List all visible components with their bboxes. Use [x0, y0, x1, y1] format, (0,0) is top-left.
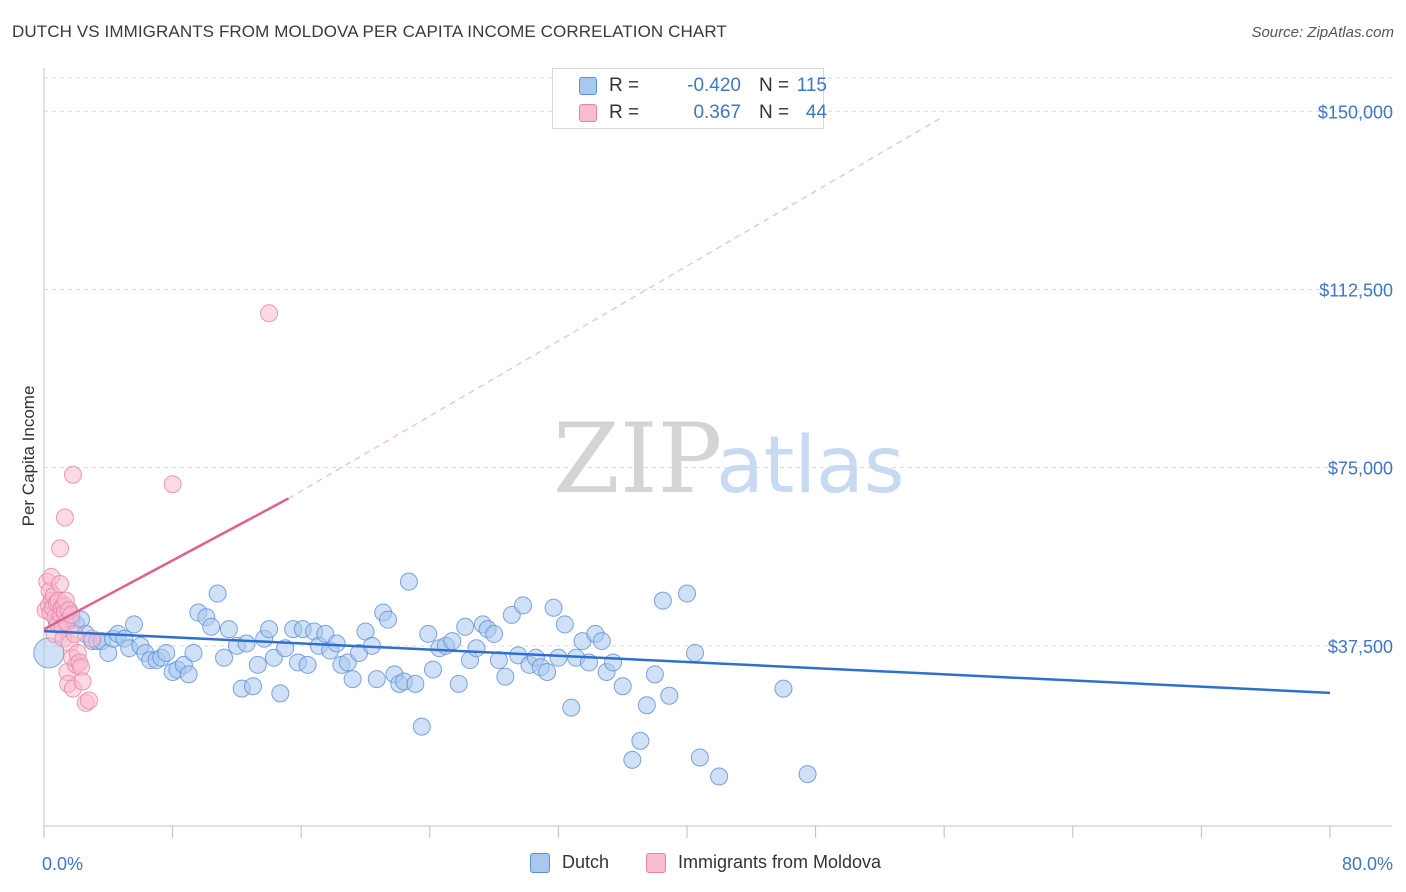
- dutch-point: [260, 620, 279, 639]
- dutch-point: [631, 731, 650, 750]
- dutch-trend-line: [43, 629, 1331, 695]
- dutch-point: [623, 750, 642, 769]
- moldova-point: [63, 465, 82, 484]
- moldova-point: [73, 672, 92, 691]
- dutch-point: [327, 634, 346, 653]
- watermark-atlas: atlas: [716, 421, 905, 511]
- moldova-r-value: 0.367: [693, 102, 741, 123]
- dutch-n-value: 115: [796, 75, 827, 96]
- moldova-trend-extension: [288, 115, 945, 500]
- r-label: R =: [609, 75, 640, 96]
- dutch-point: [271, 684, 290, 703]
- dutch-point: [710, 767, 729, 786]
- dutch-point: [660, 686, 679, 705]
- dutch-point: [686, 643, 705, 662]
- x-tick-label-max: 80.0%: [1342, 854, 1393, 874]
- moldova-point: [51, 575, 70, 594]
- moldova-n-value: 44: [805, 102, 827, 123]
- y-axis-label: Per Capita Income: [19, 386, 38, 527]
- dutch-point: [467, 639, 486, 658]
- moldova-point: [163, 475, 182, 494]
- dutch-point: [298, 655, 317, 674]
- watermark-zip: ZIP: [553, 403, 722, 515]
- trend-lines: [43, 115, 1331, 695]
- y-tick-label: $150,000: [1318, 102, 1393, 122]
- dutch-point: [208, 584, 227, 603]
- dutch-point: [202, 617, 221, 636]
- dutch-point: [248, 655, 267, 674]
- dutch-point: [798, 765, 817, 784]
- n-label: N =: [759, 102, 790, 123]
- y-tick-label: $112,500: [1319, 280, 1393, 300]
- dutch-point: [549, 648, 568, 667]
- dutch-point: [637, 696, 656, 715]
- moldova-legend-label: Immigrants from Moldova: [678, 852, 882, 872]
- dutch-point: [399, 572, 418, 591]
- axes: [43, 68, 1392, 838]
- correlation-legend: R = -0.420 N = 115 R = 0.367 N = 44: [552, 68, 827, 129]
- dutch-point: [157, 643, 176, 662]
- dutch-point: [243, 677, 262, 696]
- dutch-legend-label: Dutch: [562, 852, 610, 872]
- dutch-point: [179, 665, 198, 684]
- dutch-point: [343, 670, 362, 689]
- moldova-legend-swatch: [646, 853, 666, 873]
- dutch-point: [443, 632, 462, 651]
- grid-lines: [44, 77, 1392, 647]
- dutch-point: [613, 677, 632, 696]
- tick-labels: $37,500 $75,000 $112,500 $150,000 Per Capita…: [19, 102, 1393, 874]
- dutch-point: [538, 662, 557, 681]
- dutch-point: [424, 660, 443, 679]
- dutch-legend-swatch: [530, 853, 550, 873]
- dutch-point: [555, 615, 574, 634]
- y-tick-label: $37,500: [1328, 637, 1393, 657]
- dutch-point: [592, 632, 611, 651]
- dutch-point: [237, 634, 256, 653]
- dutch-point: [690, 748, 709, 767]
- y-tick-label: $75,000: [1328, 459, 1393, 479]
- dutch-point: [544, 598, 563, 617]
- dutch-point: [456, 617, 475, 636]
- moldova-point: [51, 539, 70, 558]
- dutch-point: [419, 624, 438, 643]
- dutch-point: [653, 591, 672, 610]
- dutch-point: [412, 717, 431, 736]
- dutch-point: [485, 624, 504, 643]
- moldova-point: [260, 304, 279, 323]
- dutch-point: [496, 667, 515, 686]
- dutch-swatch: [579, 77, 597, 95]
- dutch-point: [379, 610, 398, 629]
- dutch-r-value: -0.420: [687, 75, 741, 96]
- dutch-point: [678, 584, 696, 603]
- moldova-point: [80, 691, 99, 710]
- dutch-series: [33, 572, 817, 786]
- source-label: Source: ZipAtlas.com: [1251, 24, 1394, 41]
- dutch-point: [367, 670, 386, 689]
- dutch-point: [184, 643, 203, 662]
- r-label: R =: [609, 102, 640, 123]
- dutch-point: [604, 653, 623, 672]
- dutch-point: [645, 665, 664, 684]
- dutch-point: [406, 674, 425, 693]
- chart-title: DUTCH VS IMMIGRANTS FROM MOLDOVA PER CAP…: [12, 22, 727, 41]
- moldova-swatch: [579, 104, 597, 122]
- moldova-point: [55, 508, 74, 527]
- dutch-point: [489, 651, 508, 670]
- dutch-point: [449, 674, 468, 693]
- dutch-point: [562, 698, 581, 717]
- x-tick-label-min: 0.0%: [42, 854, 83, 874]
- moldova-trend-line: [43, 497, 289, 631]
- dutch-point: [514, 596, 533, 615]
- n-label: N =: [759, 75, 790, 96]
- dutch-point: [215, 648, 234, 667]
- dutch-point: [219, 620, 238, 639]
- dutch-point: [125, 615, 144, 634]
- dutch-point: [774, 679, 793, 698]
